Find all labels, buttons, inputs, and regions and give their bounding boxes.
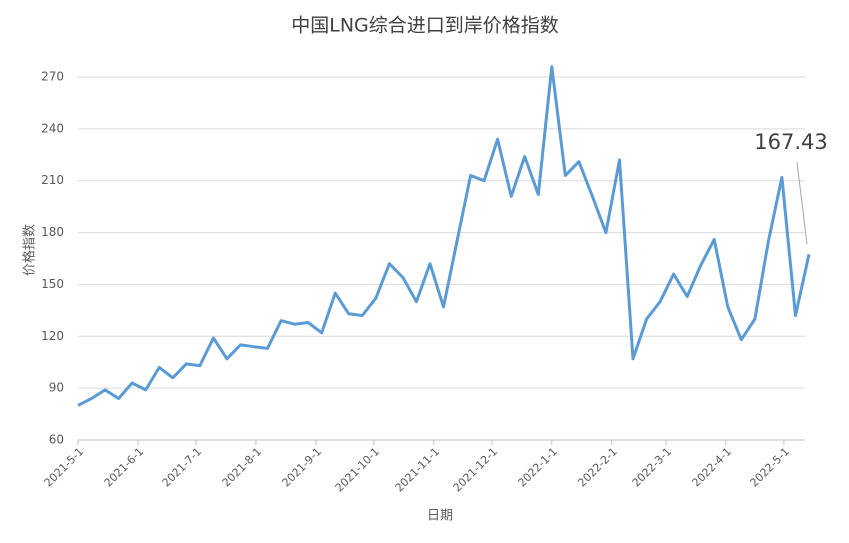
label-leader — [796, 161, 808, 245]
y-tick-label: 270 — [41, 70, 64, 84]
x-tick-label: 2022-2-1 — [575, 445, 620, 490]
x-tick-label: 2021-9-1 — [280, 445, 325, 490]
data-label: 167.43 — [754, 130, 827, 154]
x-tick-label: 2021-11-1 — [393, 445, 442, 494]
y-tick-label: 210 — [41, 173, 64, 187]
x-tick-label: 2022-4-1 — [690, 445, 735, 490]
x-tick-label: 2022-5-1 — [748, 445, 793, 490]
x-tick-label: 2021-5-1 — [42, 445, 87, 490]
x-tick-label: 2021-7-1 — [160, 445, 205, 490]
line-series — [77, 65, 811, 407]
x-tick-label: 2021-10-1 — [333, 445, 382, 494]
y-tick-label: 90 — [49, 381, 64, 395]
x-axis-title: 日期 — [427, 509, 453, 524]
x-tick-label: 2022-3-1 — [630, 445, 675, 490]
y-tick-label: 240 — [41, 121, 64, 135]
x-tick-label: 2021-6-1 — [102, 445, 147, 490]
y-axis-title: 价格指数 — [22, 224, 38, 276]
y-tick-label: 60 — [49, 433, 64, 447]
x-tick-label: 2022-1-1 — [516, 445, 561, 490]
y-tick-label: 180 — [41, 225, 64, 239]
x-tick-label: 2021-8-1 — [220, 445, 265, 490]
x-tick-label: 2021-12-1 — [451, 445, 500, 494]
y-tick-label: 120 — [41, 329, 64, 343]
chart-title: 中国LNG综合进口到岸价格指数 — [291, 15, 559, 37]
y-tick-label: 150 — [41, 277, 64, 291]
